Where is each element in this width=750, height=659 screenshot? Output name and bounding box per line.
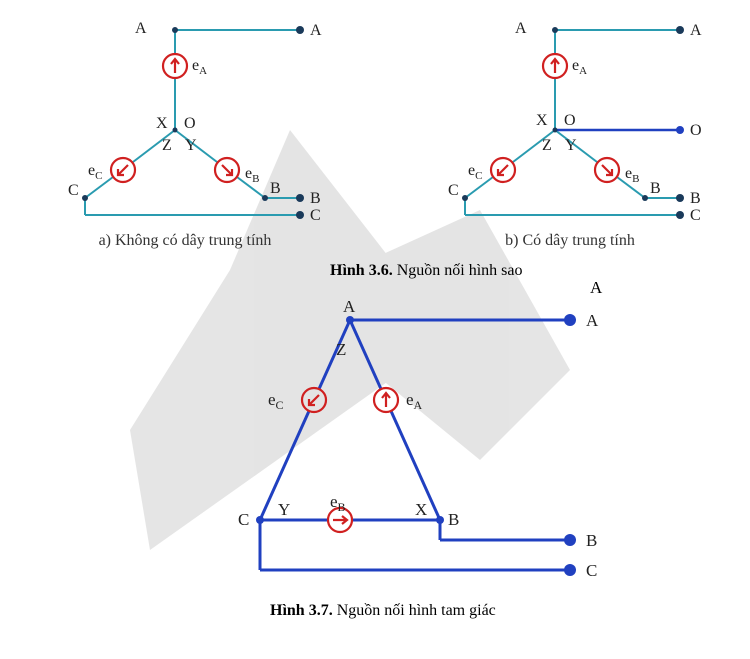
label-X: X <box>156 115 168 132</box>
label-Y: Y <box>185 137 197 154</box>
label-O-out: O <box>690 122 702 139</box>
label-B-out: B <box>690 190 701 207</box>
source-eA-icon <box>543 54 567 78</box>
label-B-src: B <box>650 180 661 197</box>
label-eC: eC <box>88 162 102 182</box>
label-eB: eB <box>330 492 346 514</box>
label-Y: Y <box>565 137 577 154</box>
label-eC: eC <box>468 162 482 182</box>
source-eC-icon <box>491 158 515 182</box>
label-A-src: A <box>135 20 147 37</box>
fig36b-caption: b) Có dây trung tính <box>505 232 635 249</box>
label-Z: Z <box>162 137 172 154</box>
fig36a-caption: a) Không có dây trung tính <box>99 232 272 249</box>
source-eA-icon <box>163 54 187 78</box>
label-X: X <box>536 112 548 129</box>
fig36a-star-no-neutral: A A B B C C O X Y Z eA eB eC a) Không có… <box>68 20 322 249</box>
label-C-src: C <box>448 182 459 199</box>
source-eB-icon <box>215 158 239 182</box>
label-eB: eB <box>245 165 259 185</box>
label-O: O <box>184 115 196 132</box>
label-eA: eA <box>192 57 207 77</box>
label-X: X <box>415 500 427 519</box>
fig36-caption: Hình 3.6. Nguồn nối hình sao <box>330 262 522 279</box>
label-B-out: B <box>586 531 597 550</box>
label-Z: Z <box>542 137 552 154</box>
fig36b-star-with-neutral: A A B B C C O O X Y Z eA eB eC b) Có dây… <box>448 20 702 249</box>
label-C-out: C <box>310 207 321 224</box>
label-C-out: C <box>690 207 701 224</box>
label-B-src: B <box>270 180 281 197</box>
label-Z: Z <box>336 340 346 359</box>
label-C: C <box>238 510 249 529</box>
label-O: O <box>564 112 576 129</box>
label-A-out: A <box>310 22 322 39</box>
label-Y: Y <box>278 500 290 519</box>
background-shadow <box>130 130 570 550</box>
source-eC-icon <box>111 158 135 182</box>
label-B-out: B <box>310 190 321 207</box>
label-B: B <box>448 510 459 529</box>
source-eA-icon <box>374 388 398 412</box>
label-A: A <box>343 297 356 316</box>
label-eA: eA <box>572 57 587 77</box>
electrical-diagram: A A B B C C O X Y Z eA eB eC a) Không có… <box>10 10 750 649</box>
stray-A-label: A <box>590 278 603 297</box>
label-C-src: C <box>68 182 79 199</box>
fig37-caption: Hình 3.7. Nguồn nối hình tam giác <box>270 602 496 619</box>
label-C-out: C <box>586 561 597 580</box>
label-eB: eB <box>625 165 639 185</box>
label-A-out: A <box>586 311 599 330</box>
label-A-src: A <box>515 20 527 37</box>
source-eB-icon <box>595 158 619 182</box>
label-A-out: A <box>690 22 702 39</box>
